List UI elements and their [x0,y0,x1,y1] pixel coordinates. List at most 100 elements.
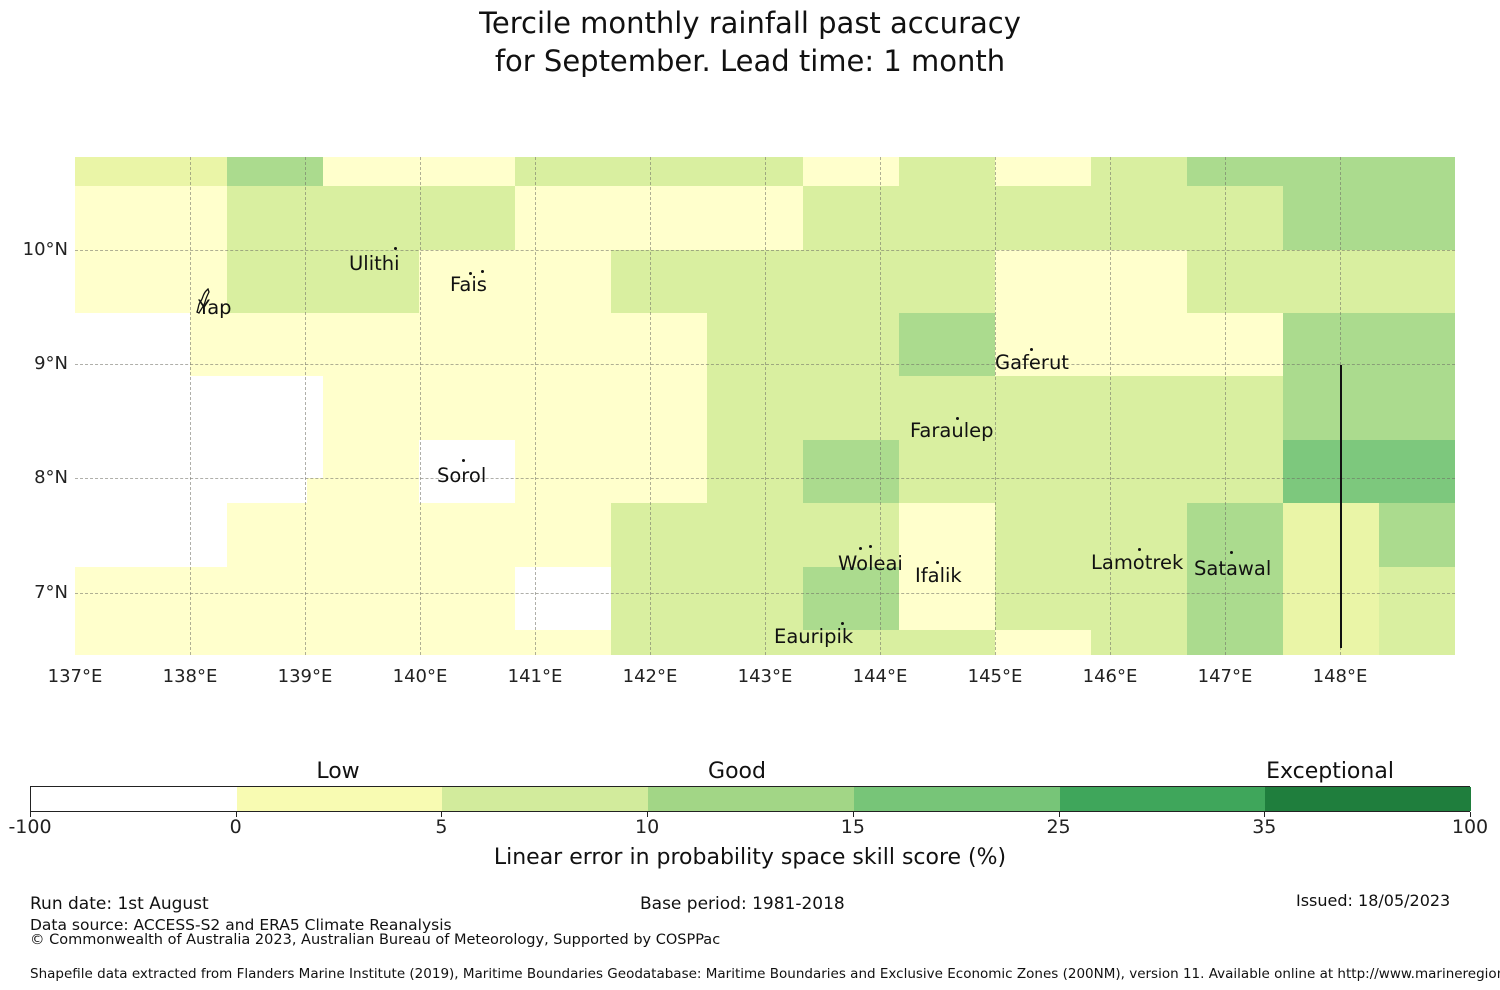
x-tick-label: 139°E [277,666,333,687]
gridline-meridian [880,157,881,655]
colorbar-tick-label: 5 [435,816,448,838]
x-tick-label: 138°E [162,666,218,687]
grid-cell [1283,440,1379,503]
grid-cell [1187,503,1283,567]
x-tick-label: 137°E [47,666,103,687]
faraulep-marker-dot [956,417,959,420]
x-tick-label: 144°E [852,666,908,687]
grid-cell [1187,630,1283,655]
woleai-marker-dot [869,545,872,548]
grid-cell [899,503,995,567]
grid-cell [611,630,707,655]
fais-marker-dot [481,270,484,273]
grid-cell [707,250,803,313]
grid-cell [323,376,419,440]
grid-cell [1379,313,1455,376]
colorbar-tick-label: 35 [1252,816,1277,838]
grid-cell [515,157,611,186]
masked-region [75,376,323,478]
gaferut-marker-dot [1030,348,1033,351]
grid-cell [1283,186,1379,250]
gridline-meridian [1225,157,1226,655]
grid-cell [227,630,323,655]
gridline-meridian [995,157,996,655]
grid-cell [803,376,899,440]
grid-cell [1379,250,1455,313]
grid-cell [803,440,899,503]
grid-cell [1187,250,1283,313]
yap-island-outline [194,287,214,314]
colorbar-zone-label-exceptional: Exceptional [1266,759,1394,784]
grid-cell [1283,157,1379,186]
faraulep-island-label: Faraulep [910,419,994,442]
grid-cell [323,186,419,250]
grid-cell [515,186,611,250]
sorol-island-label: Sorol [437,464,487,487]
grid-cell [323,567,419,630]
grid-cell [1283,567,1379,630]
grid-cell [1091,186,1187,250]
grid-cell [515,313,611,376]
grid-cell [323,440,419,503]
grid-cell [995,503,1091,567]
eez-boundary-line [1340,365,1342,648]
grid-cell [611,503,707,567]
colorbar-tickmark [30,812,31,817]
grid-cell [1091,313,1187,376]
ulithi-island-label: Ulithi [349,252,400,275]
grid-cell [899,567,995,630]
gaferut-island-label: Gaferut [995,351,1069,374]
grid-cell [227,567,323,630]
grid-cell [995,250,1091,313]
colorbar-tick-label: 0 [229,816,242,838]
grid-cell [707,567,803,630]
y-tick-label: 10°N [22,239,68,260]
colorbar-tick-label: 10 [635,816,660,838]
x-tick-label: 148°E [1312,666,1368,687]
grid-cell [1187,157,1283,186]
colorbar-segment [31,787,238,811]
grid-cell [995,440,1091,503]
colorbar-zone-label-good: Good [708,759,766,784]
grid-cell [1379,567,1455,630]
footer-data-source: Data source: ACCESS-S2 and ERA5 Climate … [30,916,452,934]
colorbar-tickmark [1058,812,1060,817]
x-tick-label: 147°E [1197,666,1253,687]
grid-cell [1283,313,1379,376]
grid-cell [131,157,227,186]
grid-cell [515,503,611,567]
x-tick-label: 145°E [967,666,1023,687]
grid-cell [803,313,899,376]
grid-cell [611,186,707,250]
grid-cell [803,157,899,186]
y-tick-label: 7°N [34,582,68,603]
grid-cell [419,313,515,376]
x-tick-label: 146°E [1082,666,1138,687]
grid-cell [1379,503,1455,567]
grid-cell [707,376,803,440]
grid-cell [75,250,131,313]
woleai-marker-dot [859,547,862,550]
grid-cell [899,630,995,655]
colorbar-tickmark [1264,812,1266,817]
grid-cell [227,157,323,186]
colorbar-tick-label: 25 [1046,816,1071,838]
grid-cell [995,567,1091,630]
grid-cell [899,440,995,503]
grid-cell [803,250,899,313]
grid-cell [131,567,227,630]
x-tick-label: 143°E [737,666,793,687]
footer-issued: Issued: 18/05/2023 [1296,891,1451,910]
grid-cell [75,186,131,250]
sorol-marker-dot [462,459,465,462]
footer-copyright: © Commonwealth of Australia 2023, Austra… [30,932,721,948]
grid-cell [131,250,227,313]
grid-cell [1187,186,1283,250]
grid-cell [1187,440,1283,503]
grid-cell [707,157,803,186]
grid-cell [995,376,1091,440]
grid-cell [803,503,899,567]
grid-cell [803,186,899,250]
grid-cell [899,250,995,313]
